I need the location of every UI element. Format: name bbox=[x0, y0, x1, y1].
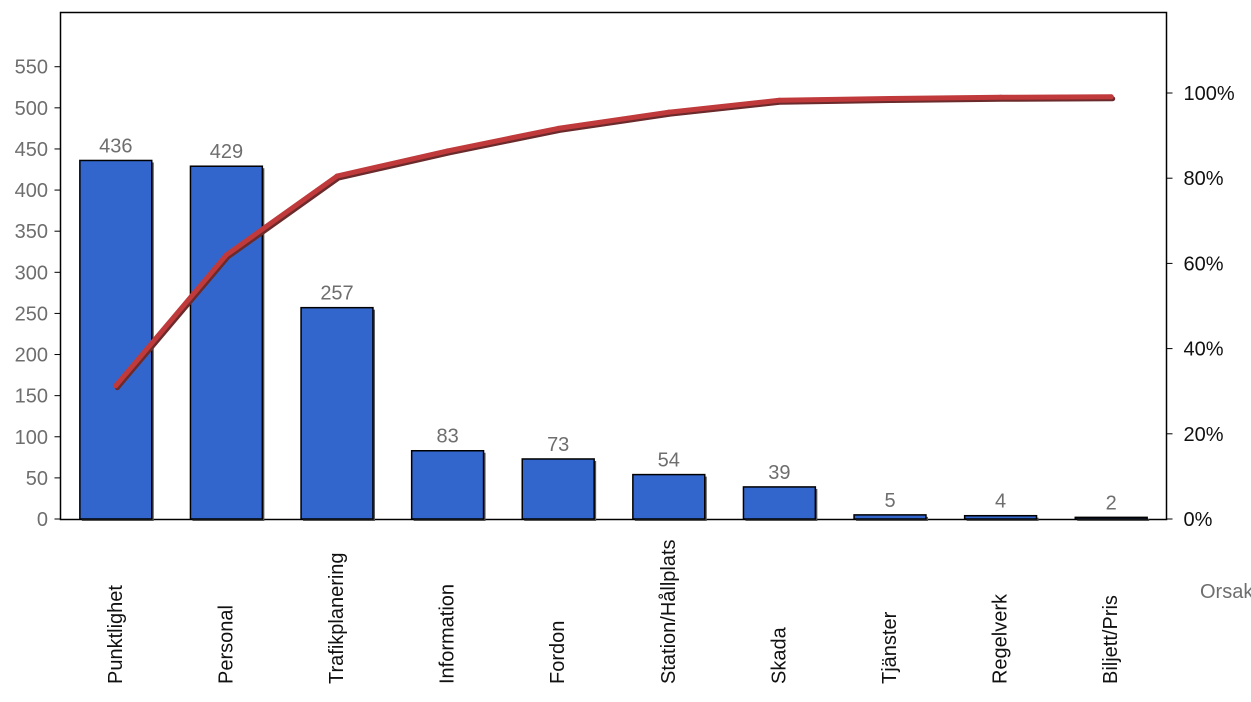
right-tick-label: 100% bbox=[1184, 83, 1235, 105]
left-tick-label: 550 bbox=[15, 57, 48, 79]
bar-value-label: 257 bbox=[320, 283, 353, 305]
left-tick-label: 400 bbox=[15, 180, 48, 202]
cumulative-point bbox=[776, 97, 782, 103]
left-axis-ticks: 0 50 100 150 200 250 300 350 400 450 500 550 bbox=[15, 57, 61, 531]
cumulative-line-layer bbox=[113, 94, 1116, 391]
right-tick-label: 60% bbox=[1184, 253, 1224, 275]
left-tick-label: 150 bbox=[15, 386, 48, 408]
bar-value-label: 2 bbox=[1106, 492, 1117, 514]
left-tick-label: 50 bbox=[26, 468, 48, 490]
bar-value-label: 436 bbox=[99, 135, 132, 157]
left-tick-label: 0 bbox=[37, 509, 48, 531]
category-labels: Punktlighet Personal Trafikplanering Inform… bbox=[105, 539, 1122, 684]
bar bbox=[1074, 516, 1148, 520]
left-tick-label: 250 bbox=[15, 303, 48, 325]
bar-value-label: 83 bbox=[436, 426, 458, 448]
right-axis-ticks: 0% 20% 40% 60% 80% 100% bbox=[1166, 83, 1235, 531]
bar bbox=[963, 514, 1038, 520]
cumulative-point bbox=[666, 109, 672, 115]
bar-value-label: 73 bbox=[547, 434, 569, 456]
right-tick-label: 0% bbox=[1184, 509, 1213, 531]
bar bbox=[853, 514, 927, 520]
category-label: Trafikplanering bbox=[326, 552, 348, 684]
bars-layer bbox=[79, 159, 1150, 521]
right-tick-label: 80% bbox=[1184, 168, 1224, 190]
cumulative-point bbox=[887, 96, 893, 102]
bar bbox=[79, 159, 153, 520]
cumulative-point bbox=[223, 252, 229, 258]
cumulative-point bbox=[1108, 94, 1114, 100]
bar bbox=[189, 165, 264, 520]
category-label: Biljett/Pris bbox=[1100, 595, 1122, 684]
cumulative-point bbox=[113, 383, 119, 389]
right-tick-label: 40% bbox=[1184, 339, 1224, 361]
bar bbox=[410, 449, 485, 520]
bar bbox=[521, 458, 595, 520]
bar-shadow bbox=[1077, 519, 1150, 521]
category-label: Skada bbox=[768, 626, 790, 684]
left-tick-label: 100 bbox=[15, 427, 48, 449]
category-label: Regelverk bbox=[990, 593, 1012, 684]
bar-value-label: 429 bbox=[210, 141, 243, 163]
right-tick-label: 20% bbox=[1184, 424, 1224, 446]
cumulative-point bbox=[334, 173, 340, 179]
bar bbox=[632, 473, 706, 520]
bar-value-label: 4 bbox=[995, 491, 1006, 513]
cumulative-point bbox=[445, 148, 451, 154]
left-tick-label: 500 bbox=[15, 98, 48, 120]
cumulative-point bbox=[998, 94, 1004, 100]
category-label: Fordon bbox=[547, 621, 569, 684]
category-label: Station/Hållplats bbox=[658, 539, 680, 684]
left-tick-label: 300 bbox=[15, 262, 48, 284]
bar-value-label: 5 bbox=[884, 490, 895, 512]
category-label: Tjänster bbox=[879, 611, 901, 684]
bar bbox=[300, 306, 374, 520]
bar-value-label: 39 bbox=[768, 462, 790, 484]
left-tick-label: 350 bbox=[15, 221, 48, 243]
x-axis-title: Orsak bbox=[1200, 581, 1251, 603]
category-label: Punktlighet bbox=[105, 585, 127, 684]
category-label: Information bbox=[437, 584, 459, 684]
cumulative-line bbox=[113, 94, 1114, 389]
bar bbox=[742, 486, 817, 520]
left-tick-label: 200 bbox=[15, 345, 48, 367]
left-tick-label: 450 bbox=[15, 139, 48, 161]
category-label: Personal bbox=[215, 605, 237, 684]
cumulative-point bbox=[555, 125, 561, 131]
bar-value-label: 54 bbox=[658, 450, 680, 472]
